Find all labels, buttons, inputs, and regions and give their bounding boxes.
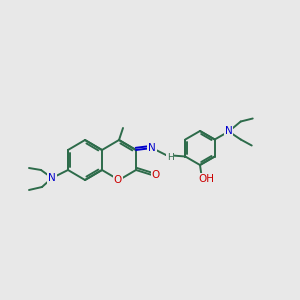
Text: OH: OH	[198, 174, 214, 184]
Text: O: O	[114, 175, 122, 185]
Text: N: N	[225, 127, 232, 136]
Text: O: O	[152, 170, 160, 180]
Text: N: N	[48, 173, 56, 183]
Text: H: H	[167, 154, 173, 163]
Text: N: N	[148, 143, 156, 153]
